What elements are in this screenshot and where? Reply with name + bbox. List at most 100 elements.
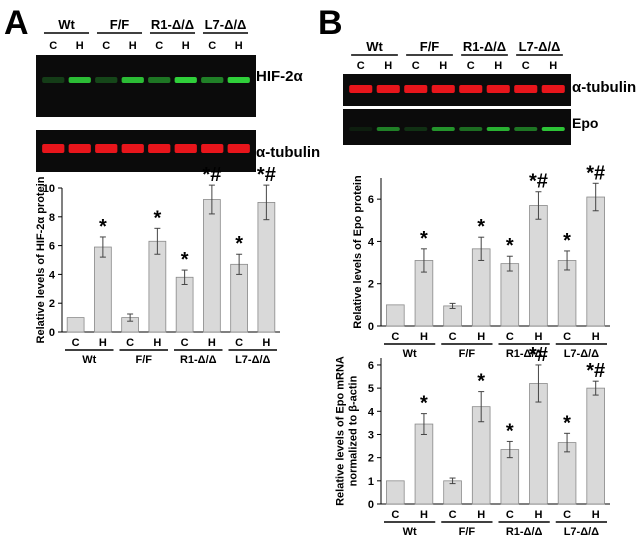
blot-band (459, 85, 483, 93)
significance-label: * (235, 233, 243, 255)
x-tick-label: H (420, 331, 428, 343)
y-tick-label: 8 (49, 212, 55, 224)
x-tick-label: C (506, 331, 514, 343)
y-tick-label: 0 (368, 499, 374, 511)
significance-label: *# (257, 164, 276, 186)
blot-group-label: L7-Δ/Δ (205, 17, 247, 32)
significance-label: * (563, 230, 571, 252)
blot-band (201, 77, 224, 83)
x-tick-label: H (420, 509, 428, 521)
x-tick-label: H (99, 337, 107, 349)
blot-lane-label: H (182, 40, 190, 52)
blot-band (349, 127, 373, 131)
significance-label: * (420, 393, 428, 415)
x-tick-label: C (563, 509, 571, 521)
x-tick-label: C (72, 337, 80, 349)
group-label: Wt (403, 526, 417, 538)
group-label: R1-Δ/Δ (180, 354, 217, 366)
blot-group-label: Wt (58, 17, 75, 32)
y-axis-label: Relative levels of Epo mRNA (335, 356, 347, 506)
blot-band (148, 144, 171, 153)
bar-chart-epo-protein: 0 2 4 6 Relative levels of Epo protein C * H C * H… (352, 162, 610, 360)
blot-band (514, 127, 538, 131)
group-label: L7-Δ/Δ (564, 348, 599, 360)
group-label: F/F (136, 354, 153, 366)
group-label: L7-Δ/Δ (235, 354, 270, 366)
blot-b-label-epo: Epo (572, 115, 598, 131)
blot-lane-label: C (155, 40, 163, 52)
blot-lane-label: H (494, 60, 502, 72)
blot-group-label: F/F (420, 39, 440, 54)
blot-lane-label: C (102, 40, 110, 52)
blot-band (42, 144, 65, 153)
y-tick-label: 0 (368, 321, 374, 333)
x-tick-label: C (506, 509, 514, 521)
western-blot-a: Wt F/F R1-Δ/Δ L7-Δ/Δ C H C H C H C H (36, 17, 256, 172)
bar (203, 199, 221, 333)
x-tick-label: H (534, 331, 542, 343)
blot-band (68, 144, 91, 153)
significance-label: * (181, 249, 189, 271)
blot-lane-label: H (76, 40, 84, 52)
x-tick-label: H (592, 509, 600, 521)
significance-label: * (420, 228, 428, 250)
significance-label: *# (202, 164, 221, 186)
blot-band (486, 127, 510, 131)
y-axis-label: normalized to β-actin (348, 375, 360, 486)
blot-band (459, 127, 483, 131)
bar (94, 246, 112, 333)
blot-lane-label: C (357, 60, 365, 72)
y-tick-label: 0 (49, 327, 55, 339)
blot-lane-label: H (384, 60, 392, 72)
western-blot-b: Wt F/F R1-Δ/Δ L7-Δ/Δ C H C H C H C H (343, 39, 571, 145)
significance-label: * (477, 371, 485, 393)
bar (66, 317, 85, 333)
bar (529, 205, 548, 327)
blot-group-label: Wt (366, 39, 383, 54)
panel-letter-a: A (4, 4, 29, 42)
x-tick-label: H (534, 509, 542, 521)
bar-chart-epo-mrna: 0 1 2 3 4 5 6 Relative levels of Epo mRNA normal… (335, 344, 610, 538)
blot-band (95, 144, 118, 153)
significance-label: *# (586, 360, 605, 382)
group-label: F/F (459, 348, 476, 360)
x-tick-label: C (449, 331, 457, 343)
blot-lane-label: H (235, 40, 243, 52)
blot-band (121, 77, 144, 83)
blot-band (201, 144, 224, 153)
y-tick-label: 2 (368, 279, 374, 291)
x-tick-label: H (153, 337, 161, 349)
group-label: F/F (459, 526, 476, 538)
blot-lane-label: H (549, 60, 557, 72)
significance-label: * (99, 216, 107, 238)
group-label: R1-Δ/Δ (506, 526, 543, 538)
y-tick-label: 6 (368, 194, 374, 206)
bar (148, 240, 167, 333)
group-label: L7-Δ/Δ (564, 526, 599, 538)
significance-label: *# (586, 162, 605, 184)
x-tick-label: H (208, 337, 216, 349)
bar (586, 387, 605, 505)
y-tick-label: 2 (368, 453, 374, 465)
blot-band (404, 85, 428, 93)
blot-a-label-hif: HIF-2α (256, 68, 304, 85)
y-tick-label: 4 (49, 269, 56, 281)
x-tick-label: H (477, 509, 485, 521)
blot-lane-label: C (467, 60, 475, 72)
x-tick-label: C (181, 337, 189, 349)
blot-band (541, 85, 565, 93)
x-tick-label: H (592, 331, 600, 343)
x-tick-label: C (235, 337, 243, 349)
blot-band (376, 127, 400, 131)
blot-band (541, 127, 565, 131)
x-tick-label: C (563, 331, 571, 343)
blot-band (404, 127, 428, 131)
blot-band (174, 144, 197, 153)
blot-lane-label: C (49, 40, 57, 52)
blot-band (227, 144, 250, 153)
blot-band (42, 77, 65, 83)
x-tick-label: C (391, 509, 399, 521)
x-tick-label: H (262, 337, 270, 349)
